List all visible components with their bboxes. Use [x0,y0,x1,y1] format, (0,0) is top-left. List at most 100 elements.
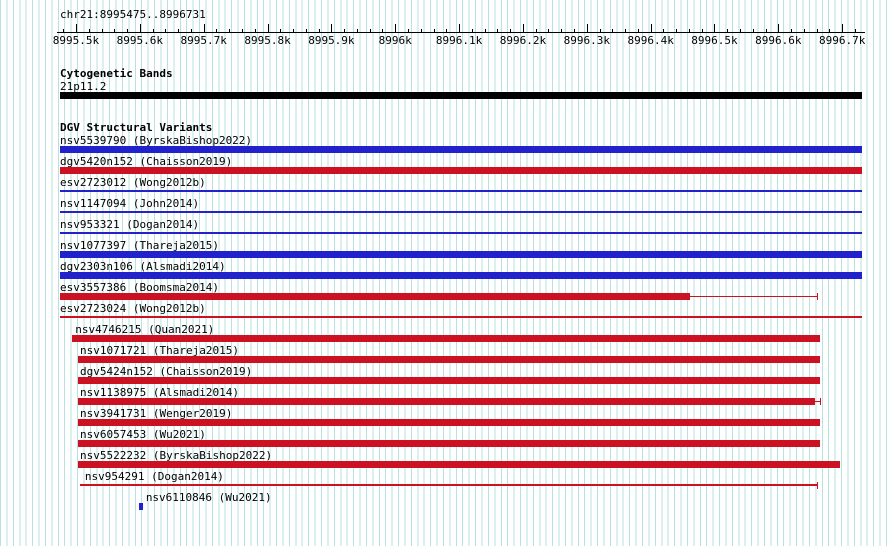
variant-bar[interactable] [60,190,862,192]
ruler-tick [305,29,307,32]
variant-bar[interactable] [138,503,143,510]
variant-label[interactable]: dgv5424n152 (Chaisson2019) [80,365,253,378]
variant-bar[interactable] [80,484,818,486]
ruler-tick [561,29,563,32]
variant-label[interactable]: nsv6110846 (Wu2021) [145,491,272,504]
variant-bar[interactable] [72,335,821,342]
ruler-tick [688,29,690,32]
ruler-tick-label: 8996.4k [627,34,674,47]
variant-bar[interactable] [77,440,821,447]
ruler-tick-label: 8995.8k [244,34,291,47]
ruler-tick-label: 8996.2k [499,34,547,47]
variant-label[interactable]: nsv4746215 (Quan2021) [75,323,215,336]
ruler-tick-label: 8995.6k [116,34,163,47]
variant-bar[interactable] [60,232,862,234]
variant-bar[interactable] [77,419,821,426]
variant-bar[interactable] [77,398,815,405]
ruler-tick-label: 8995.9k [308,34,355,47]
variant-bar[interactable] [60,272,862,279]
ruler-tick [727,29,729,32]
variant-bar[interactable] [60,251,862,258]
ruler-tick [408,29,409,32]
ruler-tick [842,24,844,32]
ruler-tick [267,24,269,32]
variant-label[interactable]: nsv5522232 (ByrskaBishop2022) [80,449,273,462]
ruler-tick-label: 8996.6k [755,34,802,47]
variant-label[interactable]: nsv6057453 (Wu2021) [80,428,206,441]
ruler-tick [510,29,512,32]
ruler-tick [420,29,422,32]
ruler-tick [446,29,448,32]
ruler-tick [382,29,384,32]
ruler-tick [318,29,320,32]
ruler-tick [471,29,473,32]
ruler-baseline [57,32,865,33]
cytoband-bar[interactable] [60,92,862,99]
ruler-tick [765,29,767,32]
variant-label[interactable]: nsv954291 (Dogan2014) [84,470,224,483]
region-coordinates-label: chr21:8995475..8996731 [60,8,206,21]
variant-label[interactable]: nsv5539790 (ByrskaBishop2022) [60,134,253,147]
ruler-tick [459,24,461,32]
ruler-tick-label: 8996.3k [563,34,610,47]
variant-label[interactable]: nsv1147094 (John2014) [60,197,200,210]
ruler-tick [816,29,818,32]
variant-label[interactable]: nsv3941731 (Wenger2019) [80,407,233,420]
variant-label[interactable]: nsv1138975 (Alsmadi2014) [80,386,239,399]
ruler-tick-label: 8996k [378,34,412,47]
ruler-tick [778,24,780,32]
ruler-tick [625,29,627,32]
ruler-tick [599,29,601,32]
ruler-tick [280,29,282,32]
ruler-tick [752,29,754,32]
ruler-tick [650,24,652,32]
variant-label[interactable]: dgv2303n106 (Alsmadi2014) [60,260,226,273]
variant-end-tick [817,293,819,300]
ruler-tick-label: 8996.1k [435,34,483,47]
ruler-tick [139,24,141,32]
ruler-tick [714,24,716,32]
variant-bar[interactable] [77,461,841,468]
ruler-tick [676,29,678,32]
ruler-tick [740,29,742,32]
variant-bar[interactable] [60,316,862,318]
variant-end-tick [817,482,819,489]
variant-bar[interactable] [60,146,862,153]
ruler-tick [497,29,499,32]
ruler-tick [216,29,218,32]
ruler-tick [484,29,486,32]
ruler-tick [88,29,90,32]
variant-bar[interactable] [60,293,690,300]
ruler-tick-label: 8996.5k [691,34,738,47]
ruler-tick [829,29,831,32]
variant-bar[interactable] [60,167,862,174]
ruler-tick [701,29,703,32]
variant-label[interactable]: dgv5420n152 (Chaisson2019) [60,155,233,168]
variant-label[interactable]: esv2723012 (Wong2012b) [60,176,206,189]
ruler-tick [574,29,576,32]
variant-label[interactable]: esv2723024 (Wong2012b) [60,302,206,315]
ruler-tick [229,29,231,32]
ruler-tick [241,29,243,32]
ruler-tick [548,29,550,32]
ruler-tick [395,24,397,32]
variant-extension-line [814,401,821,402]
variant-label[interactable]: nsv1077397 (Thareja2015) [60,239,219,252]
ruler-tick [178,29,180,32]
ruler-tick [190,29,192,32]
ruler-tick [165,29,167,32]
cytoband-label: 21p11.2 [60,80,107,93]
variant-bar[interactable] [77,377,821,384]
ruler-tick [637,29,639,32]
ruler-tick [535,29,537,32]
ruler-tick [75,24,77,32]
ruler-tick [63,29,65,32]
variant-label[interactable]: nsv1071721 (Thareja2015) [80,344,239,357]
variant-bar[interactable] [77,356,821,363]
variant-bar[interactable] [60,211,862,213]
variant-label[interactable]: nsv953321 (Dogan2014) [60,218,200,231]
ruler-tick [854,29,856,32]
ruler-tick [101,29,103,32]
variant-label[interactable]: esv3557386 (Boomsma2014) [60,281,219,294]
